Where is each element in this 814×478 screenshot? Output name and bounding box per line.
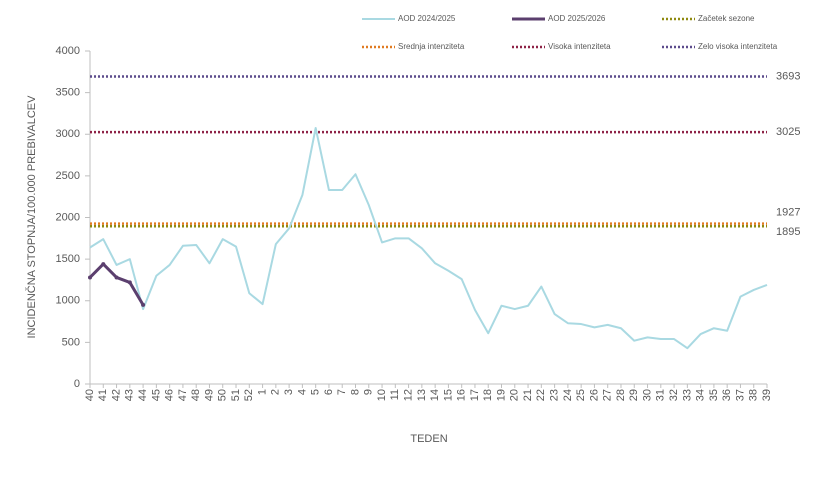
legend-label: AOD 2024/2025 (398, 14, 456, 23)
x-tick-label: 3 (283, 389, 295, 395)
threshold-label: 1895 (776, 226, 800, 238)
threshold-label: 3025 (776, 126, 800, 138)
y-axis-title: INCIDENČNA STOPNJA/100.000 PREBIVALCEV (25, 95, 38, 339)
y-tick-label: 0 (74, 378, 80, 390)
x-tick-label: 33 (681, 389, 693, 401)
x-tick-label: 43 (124, 389, 136, 401)
x-tick-label: 44 (137, 389, 149, 401)
x-tick-label: 51 (230, 389, 242, 401)
x-tick-label: 31 (655, 389, 667, 401)
x-tick-label: 45 (150, 389, 162, 401)
x-tick-label: 5 (310, 389, 322, 395)
y-tick-label: 500 (62, 336, 80, 348)
x-tick-label: 12 (402, 389, 414, 401)
x-tick-label: 46 (164, 389, 176, 401)
x-tick-label: 15 (442, 389, 454, 401)
x-tick-label: 10 (376, 389, 388, 401)
x-tick-label: 37 (734, 389, 746, 401)
point (114, 275, 119, 280)
y-tick-label: 3500 (56, 87, 80, 99)
legend-label: Srednja intenziteta (398, 42, 465, 51)
point (101, 262, 106, 267)
x-tick-label: 40 (84, 389, 96, 401)
x-tick-label: 42 (110, 389, 122, 401)
threshold-label: 1927 (776, 206, 800, 218)
x-tick-label: 32 (668, 389, 680, 401)
x-tick-label: 39 (761, 389, 773, 401)
x-tick-label: 22 (535, 389, 547, 401)
y-tick-label: 1500 (56, 253, 80, 265)
x-tick-label: 35 (708, 389, 720, 401)
x-tick-label: 26 (588, 389, 600, 401)
y-tick-label: 1000 (56, 295, 80, 307)
x-tick-label: 16 (456, 389, 468, 401)
legend-label: Zelo visoka intenziteta (698, 42, 778, 51)
x-tick-label: 34 (695, 389, 707, 401)
x-tick-label: 29 (628, 389, 640, 401)
legend-label: AOD 2025/2026 (548, 14, 606, 23)
y-tick-label: 2500 (56, 170, 80, 182)
x-tick-label: 13 (416, 389, 428, 401)
x-tick-label: 7 (336, 389, 348, 395)
y-tick-label: 2000 (56, 211, 80, 223)
x-tick-label: 47 (177, 389, 189, 401)
x-tick-label: 2 (270, 389, 282, 395)
x-tick-label: 23 (549, 389, 561, 401)
x-tick-label: 11 (389, 389, 401, 400)
x-tick-label: 19 (495, 389, 507, 401)
x-tick-label: 50 (217, 389, 229, 401)
x-tick-label: 25 (575, 389, 587, 401)
x-tick-label: 48 (190, 389, 202, 401)
series-line (88, 262, 145, 306)
x-tick-label: 30 (641, 389, 653, 401)
x-tick-label: 36 (721, 389, 733, 401)
legend-label: Začetek sezone (698, 14, 755, 23)
y-tick-label: 3000 (56, 128, 80, 140)
y-tick-label: 4000 (56, 45, 80, 57)
x-axis-title: TEDEN (410, 433, 447, 445)
x-tick-label: 24 (562, 389, 574, 401)
x-tick-label: 4 (296, 389, 308, 395)
x-tick-label: 38 (748, 389, 760, 401)
x-tick-label: 49 (203, 389, 215, 401)
x-tick-label: 6 (323, 389, 335, 395)
x-tick-label: 27 (602, 389, 614, 401)
point (141, 302, 146, 307)
x-tick-label: 41 (97, 389, 109, 401)
x-tick-label: 8 (349, 389, 361, 395)
point (127, 280, 132, 285)
x-tick-label: 52 (243, 389, 255, 401)
x-tick-label: 14 (429, 389, 441, 401)
x-tick-label: 20 (509, 389, 521, 401)
x-tick-label: 9 (363, 389, 375, 395)
x-tick-label: 28 (615, 389, 627, 401)
threshold-label: 3693 (776, 70, 800, 82)
series-line (89, 127, 768, 350)
point (88, 275, 92, 280)
x-tick-label: 17 (469, 389, 481, 401)
x-tick-label: 1 (256, 389, 268, 395)
x-tick-label: 18 (482, 389, 494, 401)
x-tick-label: 21 (522, 389, 534, 401)
legend-label: Visoka intenziteta (548, 42, 611, 51)
